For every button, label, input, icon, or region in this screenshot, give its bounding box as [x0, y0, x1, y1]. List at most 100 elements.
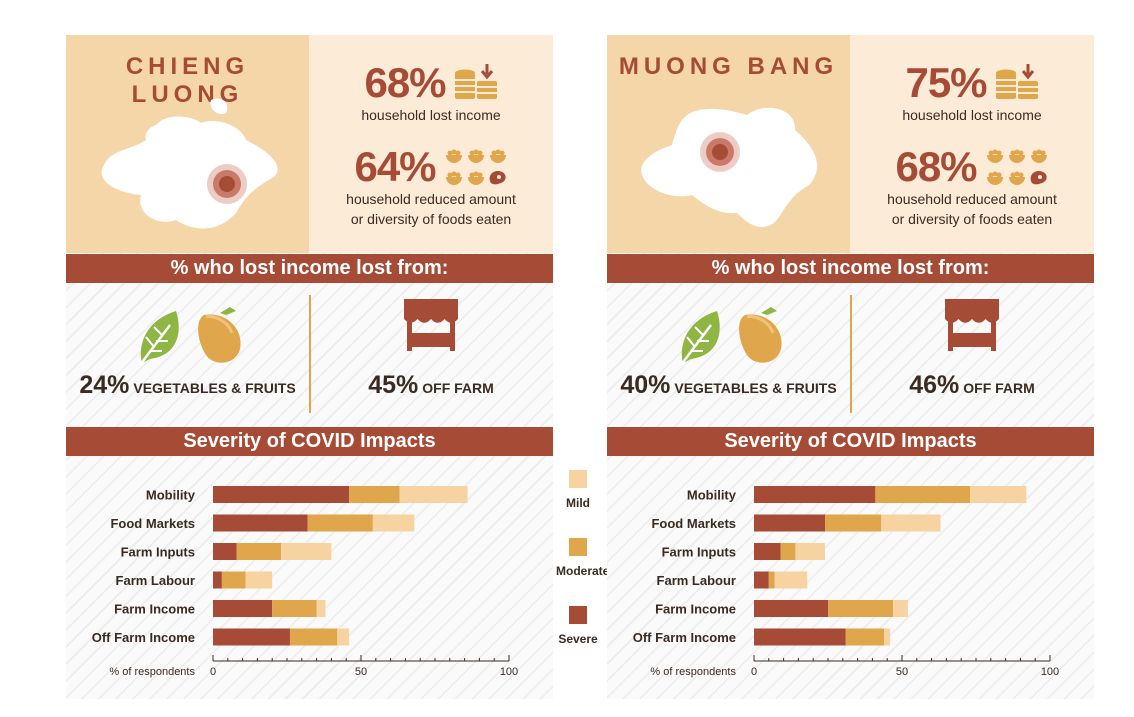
source-label: OFF FARM: [963, 380, 1035, 396]
stat-caption-line2: or diversity of foods eaten: [891, 211, 1053, 227]
bar-moderate: [828, 600, 894, 617]
category-label: Mobility: [687, 488, 737, 503]
divider: [850, 295, 852, 413]
category-label: Farm Labour: [116, 573, 195, 588]
coins-down-icon: [995, 64, 1038, 99]
income-sources: 40% VEGETABLES & FRUITS 46% OFF FARM: [607, 283, 1094, 427]
stat-caption: household lost income: [902, 107, 1042, 123]
legend-label: Severe: [558, 632, 598, 646]
x-tick-label: 50: [896, 666, 908, 678]
category-label: Off Farm Income: [92, 630, 195, 645]
legend-label: Moderate: [556, 564, 610, 578]
leaf-mango-icon: [680, 307, 782, 366]
x-tick-label: 0: [210, 666, 216, 678]
source-label: OFF FARM: [422, 380, 494, 396]
stats-box: 75% household lost income 68%: [850, 35, 1094, 253]
source-value: 45%: [368, 371, 419, 399]
food-bowls-icon: [986, 149, 1047, 185]
stat-lost-income: 68% household lost income: [309, 61, 553, 125]
panel-chieng-luong: CHIENG LUONG 68% household l: [66, 35, 553, 699]
bar-mild: [774, 571, 808, 589]
category-label: Food Markets: [110, 516, 195, 531]
stat-reduced-food: 64% household reduced amount or diversit…: [309, 145, 553, 229]
bar-severe: [213, 543, 237, 560]
legend-swatch-severe: [569, 606, 587, 624]
source-value: 40%: [620, 371, 671, 399]
bar-severe: [213, 514, 308, 532]
bar-moderate: [289, 628, 338, 646]
bar-mild: [372, 514, 415, 532]
source-vegetables-fruits: 24% VEGETABLES & FRUITS: [66, 371, 309, 400]
sources-title: % who lost income lost from:: [66, 254, 553, 283]
region-name: MUONG BANG: [618, 53, 839, 80]
stat-value: 68%: [364, 59, 446, 106]
legend-item-moderate: Moderate: [556, 538, 610, 578]
category-label: Off Farm Income: [633, 630, 736, 645]
bar-mild: [881, 514, 941, 532]
bar-mild: [245, 571, 273, 589]
food-bowls-icon: [445, 149, 506, 185]
source-off-farm: 46% OFF FARM: [850, 371, 1094, 400]
stat-caption-line2: or diversity of foods eaten: [350, 211, 512, 227]
category-label: Farm Inputs: [121, 545, 195, 560]
bar-mild: [893, 600, 908, 617]
severity-title: Severity of COVID Impacts: [607, 427, 1094, 456]
bar-mild: [281, 543, 332, 560]
sources-title: % who lost income lost from:: [607, 254, 1094, 283]
legend-label: Mild: [566, 496, 590, 510]
severity-chart: Mobility Food Markets Farm Inputs Farm Labo…: [66, 456, 553, 699]
coins-down-icon: [454, 64, 497, 99]
severity-bar-chart: Mobility Food Markets Farm Inputs Farm Labo…: [92, 486, 518, 678]
stat-caption: household lost income: [361, 107, 501, 123]
bar-moderate: [272, 600, 317, 617]
category-label: Mobility: [146, 488, 196, 503]
stat-value: 75%: [905, 59, 987, 106]
bar-moderate: [768, 571, 775, 589]
market-stall-icon: [404, 299, 458, 351]
stat-value: 68%: [895, 143, 977, 190]
legend-swatch-mild: [569, 470, 587, 488]
x-axis-label: % of respondents: [650, 666, 736, 678]
bar-moderate: [875, 486, 971, 503]
income-sources: 24% VEGETABLES & FRUITS 45% OFF FARM: [66, 283, 553, 427]
region-name: CHIENG LUONG: [125, 53, 250, 108]
region-map-icon: [641, 107, 818, 228]
divider: [309, 295, 311, 413]
bar-mild: [316, 600, 326, 617]
bar-severe: [213, 600, 273, 617]
bar-moderate: [221, 571, 246, 589]
market-stall-icon: [945, 299, 999, 351]
category-label: Farm Income: [114, 602, 195, 617]
bar-moderate: [825, 514, 882, 532]
category-label: Farm Inputs: [662, 545, 736, 560]
severity-title: Severity of COVID Impacts: [66, 427, 553, 456]
region-map-icon: [101, 98, 278, 229]
stat-value: 64%: [354, 143, 436, 190]
bar-mild: [795, 543, 826, 560]
stat-lost-income: 75% household lost income: [850, 61, 1094, 125]
legend-item-severe: Severe: [556, 606, 600, 646]
source-off-farm: 45% OFF FARM: [309, 371, 553, 400]
bar-severe: [754, 628, 846, 646]
bar-moderate: [780, 543, 796, 560]
bar-moderate: [845, 628, 885, 646]
bar-mild: [970, 486, 1027, 503]
stat-caption-line1: household reduced amount: [346, 191, 516, 207]
region-header: MUONG BANG: [607, 35, 850, 253]
bar-mild: [884, 628, 891, 646]
severity-bar-chart: Mobility Food Markets Farm Inputs Farm Labo…: [633, 486, 1059, 678]
legend: Mild Moderate Severe: [556, 470, 610, 646]
bar-severe: [213, 486, 350, 503]
bar-moderate: [307, 514, 373, 532]
source-vegetables-fruits: 40% VEGETABLES & FRUITS: [607, 371, 850, 400]
leaf-mango-icon: [139, 307, 241, 366]
source-label: VEGETABLES & FRUITS: [674, 380, 837, 396]
category-label: Farm Income: [655, 602, 736, 617]
bar-severe: [754, 600, 828, 617]
x-tick-label: 50: [355, 666, 367, 678]
source-value: 24%: [79, 371, 130, 399]
stats-box: 68% household lost income 64%: [309, 35, 553, 253]
panel-muong-bang: MUONG BANG 75% household lost incom: [607, 35, 1094, 699]
severity-chart: Mobility Food Markets Farm Inputs Farm Labo…: [607, 456, 1094, 699]
legend-item-mild: Mild: [556, 470, 600, 510]
